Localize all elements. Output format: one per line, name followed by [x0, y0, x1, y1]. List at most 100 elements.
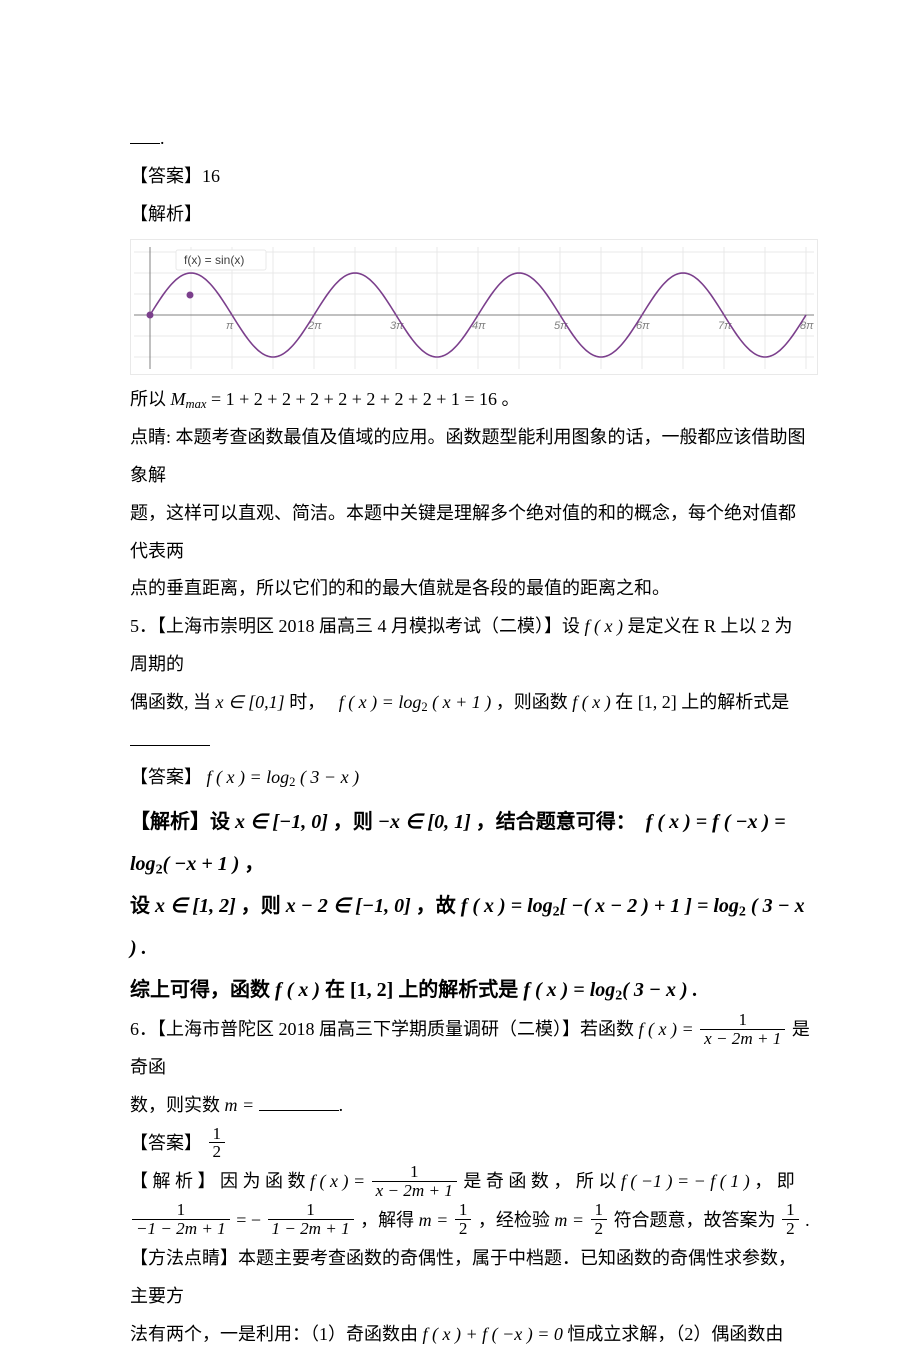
q4-analysis-label: 【解析】: [130, 196, 810, 234]
q6-an2-f1d: −1 − 2m + 1: [132, 1220, 230, 1238]
q5-an3-int: [1, 2]: [350, 979, 393, 1001]
q6-an2-m: m =: [419, 1210, 449, 1230]
q5-an3-b: 在: [325, 979, 345, 1001]
q4-conclusion-prefix: 所以: [130, 389, 166, 409]
q6-an-eq: f ( −1 ) = − f ( 1 ): [621, 1171, 750, 1191]
mmax-sub: max: [186, 398, 207, 412]
q5-analysis-3: 综上可得，函数 f ( x ) 在 [1, 2] 上的解析式是 f ( x ) …: [130, 969, 810, 1011]
q6-frac-den: x − 2m + 1: [700, 1030, 785, 1048]
q5-prompt-a: 5．【上海市崇明区 2018 届高三 4 月模拟考试（二模）】设: [130, 616, 580, 636]
q6-an-label: 【 解 析 】: [130, 1171, 216, 1191]
q6-analysis-2: 1 −1 − 2m + 1 = − 1 1 − 2m + 1 ，解得 m = 1…: [130, 1202, 810, 1240]
q5-blank: [130, 725, 210, 746]
q6-blank: [259, 1090, 339, 1111]
q6-prompt-line1: 6．【上海市普陀区 2018 届高三下学期质量调研（二模）】若函数 f ( x …: [130, 1011, 810, 1087]
q5-an1-x1: x ∈ [−1, 0]: [235, 811, 328, 833]
q5-c1: 偶函数, 当: [130, 692, 211, 712]
q6-an-den: x − 2m + 1: [372, 1182, 457, 1200]
q6-frac-num: 1: [700, 1011, 785, 1030]
q6-analysis-1: 【 解 析 】 因 为 函 数 f ( x ) = 1 x − 2m + 1 是…: [130, 1163, 810, 1201]
q6-an-b: 是 奇 函 数 ， 所 以: [463, 1171, 616, 1191]
q6-an2-tail: .: [805, 1210, 810, 1230]
q6-an2-h3d: 2: [782, 1220, 799, 1238]
q5-an2-sub: 2: [553, 905, 560, 920]
q5-an2-b: ，则: [241, 895, 281, 917]
q6-m2-a: 法有两个，一是利用：（1）奇函数由: [130, 1324, 418, 1344]
page: . 【答案】16 【解析】 π2π3π4π5π6π7π8πf(x) = sin(…: [0, 0, 920, 1302]
svg-text:f(x) = sin(x): f(x) = sin(x): [184, 253, 244, 267]
q6-an2-c: 符合题意，故答案为: [614, 1210, 776, 1230]
q5-ans-e2: ( 3 − x ): [295, 767, 359, 787]
q6-answer: 【答案】 1 2: [130, 1125, 810, 1163]
q5-an2-fx1: f ( x ) = log: [461, 895, 553, 917]
q6-pc: 数，则实数: [130, 1095, 220, 1115]
mmax-M: M: [171, 389, 186, 409]
q5-xin: x ∈ [0,1]: [216, 692, 285, 712]
q6-an-a: 因 为 函 数: [220, 1171, 306, 1191]
q6-an-c: ， 即: [754, 1171, 795, 1191]
q6-frac: 1 x − 2m + 1: [700, 1011, 785, 1048]
q5-an1-c: ，结合题意可得：: [476, 811, 636, 833]
q5-an3-res-a: f ( x ) = log: [523, 979, 615, 1001]
q6-an2-h1d: 2: [455, 1220, 472, 1238]
mmax-expr: Mmax = 1 + 2 + 2 + 2 + 2 + 2 + 2 + 2 + 1…: [171, 389, 502, 409]
q5-an3-c: 上的解析式是: [398, 979, 518, 1001]
q5-an2-sub2: 2: [739, 905, 746, 920]
q5-an2-x2: x − 2 ∈ [−1, 0]: [286, 895, 411, 917]
q5-c4: 在: [615, 692, 633, 712]
q5-analysis-2: 设 x ∈ [1, 2] ，则 x − 2 ∈ [−1, 0] ，故 f ( x…: [130, 885, 810, 969]
q6-ans-den: 2: [209, 1143, 226, 1161]
q6-an2-frac2: 1 1 − 2m + 1: [268, 1201, 354, 1238]
q6-an2-half2: 1 2: [591, 1201, 608, 1238]
q6-an-num: 1: [372, 1163, 457, 1182]
q5-an1-tail: ，: [244, 853, 264, 875]
q6-ans-num: 1: [209, 1125, 226, 1144]
q6-an-fx: f ( x ) =: [310, 1171, 365, 1191]
q6-an2-mid: = −: [236, 1210, 261, 1230]
q5-log-arg: ( x + 1 ): [428, 692, 492, 712]
q4-review-2: 题，这样可以直观、简洁。本题中关键是理解多个绝对值的和的概念，每个绝对值都代表两: [130, 495, 810, 571]
q6-ans-frac: 1 2: [209, 1125, 226, 1162]
q6-m: m =: [225, 1095, 259, 1115]
q5-an1-sub: 2: [156, 863, 163, 878]
q6-m2-fx: f ( x ) + f ( −x ) = 0: [423, 1324, 563, 1344]
q6-an2-half3: 1 2: [782, 1201, 799, 1238]
q6-method-2: 法有两个，一是利用：（1）奇函数由 f ( x ) + f ( −x ) = 0…: [130, 1316, 810, 1353]
q4-conclusion: 所以 Mmax = 1 + 2 + 2 + 2 + 2 + 2 + 2 + 2 …: [130, 381, 810, 419]
q6-an2-f2d: 1 − 2m + 1: [268, 1220, 354, 1238]
q5-prompt-line1: 5．【上海市崇明区 2018 届高三 4 月模拟考试（二模）】设 f ( x )…: [130, 608, 810, 684]
q6-an2-h1n: 1: [455, 1201, 472, 1220]
q6-an2-h2n: 1: [591, 1201, 608, 1220]
q4-conclusion-suffix: 。: [502, 389, 520, 409]
q5-analysis-1: 【解析】设 x ∈ [−1, 0] ，则 −x ∈ [0, 1] ，结合题意可得…: [130, 801, 810, 885]
q6-an2-f1n: 1: [132, 1201, 230, 1220]
q5-ans-label: 【答案】: [130, 767, 202, 787]
q5-fx: f ( x ): [585, 616, 623, 636]
q6-fx: f ( x ) =: [639, 1019, 694, 1039]
q5-answer: 【答案】 f ( x ) = log2 ( 3 − x ): [130, 759, 810, 797]
q6-m2-b: 恒成立求解，（2）偶函数由: [567, 1324, 783, 1344]
q5-c3: ，则函数: [496, 692, 568, 712]
q6-an2-h3n: 1: [782, 1201, 799, 1220]
fill-blank: [130, 123, 160, 144]
q5-an1-b: ，则: [333, 811, 373, 833]
blank-trail: .: [160, 128, 165, 148]
q5-prompt-line2: 偶函数, 当 x ∈ [0,1] 时， f ( x ) = log2 ( x +…: [130, 684, 810, 760]
q5-c2: 时，: [289, 692, 325, 712]
q6-ans-label: 【答案】: [130, 1133, 202, 1153]
q5-an2-a: 设: [130, 895, 150, 917]
svg-text:π: π: [226, 320, 234, 332]
q6-an-frac: 1 x − 2m + 1: [372, 1163, 457, 1200]
q5-an1-x2: −x ∈ [0, 1]: [378, 811, 471, 833]
q4-review-1: 点睛: 本题考查函数最值及值域的应用。函数题型能利用图象的话，一般都应该借助图象…: [130, 419, 810, 495]
q5-fx2: f ( x ): [572, 692, 610, 712]
q5-an2-arg1: [ −( x − 2 ) + 1 ] = log: [560, 895, 739, 917]
q6-an2-b: ，经检验: [478, 1210, 550, 1230]
q6-an2-a: ，解得: [360, 1210, 414, 1230]
q5-an3-a: 综上可得，函数: [130, 979, 270, 1001]
q5-log: f ( x ) = log: [339, 692, 422, 712]
top-blank: .: [130, 120, 810, 158]
q4-answer: 【答案】16: [130, 158, 810, 196]
q5-int: [1, 2]: [638, 692, 677, 712]
q5-an3-res-b: ( 3 − x ) .: [622, 979, 697, 1001]
